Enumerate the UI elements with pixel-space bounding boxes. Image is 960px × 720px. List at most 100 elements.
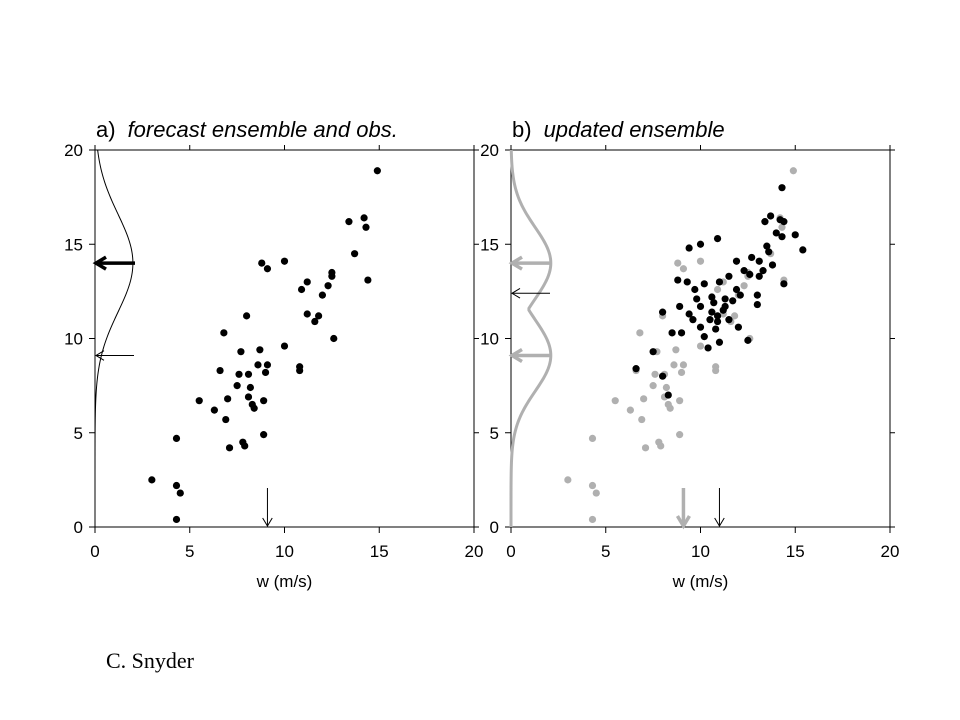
panel-b-xtick-label: 10 [691, 542, 710, 561]
panel-b-point-gray [679, 265, 688, 273]
panel-b-point-gray [638, 415, 646, 424]
panel-a-ytick-label: 0 [74, 518, 83, 537]
panel-a-point-black [210, 406, 218, 414]
panel-b-xtick-label: 15 [786, 542, 805, 561]
panel-a-point-black [263, 265, 272, 273]
panel-b-xtick-label: 5 [601, 542, 610, 561]
panel-b-point-black [765, 248, 773, 256]
panel-a-point-black [296, 363, 304, 371]
panel-b-ytick-label: 10 [480, 330, 499, 349]
panel-a-letter: a) [96, 117, 116, 142]
panel-b-point-gray [666, 404, 674, 412]
panel-b-ytick-label: 15 [480, 235, 499, 254]
panel-b-point-gray [778, 223, 786, 231]
panel-b-point-black [791, 231, 799, 239]
panel-b-point-black [696, 323, 705, 331]
panel-a-point-black [263, 361, 272, 369]
panel-b-point-gray [679, 361, 688, 369]
panel-b-xtick-label: 20 [881, 542, 900, 561]
panel-a-point-black [222, 415, 230, 424]
panel-a-point-black [172, 515, 181, 524]
panel-a: a) forecast ensemble and obs. 0 5 10 15 20 0 5 1… [64, 117, 483, 591]
panel-a-title: a) forecast ensemble and obs. [96, 117, 398, 142]
panel-a-point-black [246, 383, 254, 392]
panel-b-point-gray [712, 363, 720, 371]
panel-a-point-black [360, 214, 368, 222]
panel-b-point-black [721, 302, 729, 311]
panel-a-x-arrow-head [262, 517, 273, 527]
panel-b-point-gray [670, 361, 678, 369]
panel-a-point-black [243, 312, 251, 320]
panel-b-point-black [729, 297, 737, 305]
panel-b-point-black [696, 240, 705, 248]
panel-b-point-black [746, 270, 754, 279]
panel-b-point-black [685, 244, 693, 252]
panel-a-point-black [225, 444, 234, 452]
panel-b-point-gray [696, 257, 705, 265]
panel-a-point-black [303, 278, 311, 286]
panel-b-point-black [768, 261, 777, 269]
panel-b-point-black [734, 323, 743, 331]
panel-a-point-black [195, 397, 203, 405]
panel-a-point-black [373, 167, 381, 175]
panel-b-point-black [691, 285, 699, 294]
panel-b-point-gray [611, 397, 619, 405]
panel-b-point-black [755, 272, 763, 280]
panel-a-points [148, 167, 381, 524]
panel-b-title: b) updated ensemble [512, 117, 725, 142]
panel-a-point-black [241, 442, 249, 450]
panel-b-point-black [677, 329, 686, 337]
panel-b-point-black [740, 267, 748, 275]
panel-a-xtick-label: 5 [185, 542, 194, 561]
panel-b-title-text: updated ensemble [544, 117, 725, 142]
panel-b-xlabel: w (m/s) [672, 572, 729, 591]
panel-b-point-black [659, 372, 667, 380]
panel-b-point-black [696, 302, 705, 311]
panel-b-point-black [715, 338, 724, 346]
panel-b-point-gray [676, 397, 684, 405]
panel-b-point-black [744, 336, 752, 344]
panel-a-point-black [244, 370, 253, 378]
panel-a-point-black [330, 334, 338, 343]
panel-b: b) updated ensemble 0 5 10 15 20 0 5 10 15 20 w (m… [480, 117, 899, 591]
panel-b-point-gray [636, 329, 644, 337]
panel-a-point-black [176, 489, 184, 497]
panel-b-point-gray [740, 282, 748, 290]
panel-b-point-black [704, 344, 712, 352]
panel-a-point-black [233, 382, 241, 390]
panel-b-point-black [712, 325, 720, 333]
panel-a-point-black [254, 361, 262, 369]
panel-b-point-black [708, 308, 716, 316]
panel-b-point-black [748, 253, 756, 262]
panel-b-point-black [632, 365, 640, 373]
panel-a-point-black [303, 310, 311, 318]
panel-a-point-black [315, 312, 323, 320]
panel-b-point-black [710, 299, 718, 307]
panel-b-arrows [508, 255, 725, 530]
panel-b-point-gray [640, 395, 648, 403]
panel-b-point-black [759, 267, 767, 275]
panel-b-point-black [763, 242, 771, 250]
panel-b-point-black [780, 280, 788, 288]
panel-b-point-black [721, 295, 729, 303]
panel-b-point-black [761, 218, 769, 226]
panel-b-point-black [732, 285, 741, 294]
panel-b-xtick-label: 0 [506, 542, 515, 561]
panel-b-ytick-label: 0 [490, 518, 499, 537]
panel-a-point-black [311, 317, 319, 326]
panel-a-point-black [280, 342, 289, 350]
panel-a-plot-frame [94, 149, 475, 528]
panel-b-y-arrow-head [508, 255, 523, 271]
panel-b-point-black [799, 246, 807, 254]
panel-a-y-arrow-head [92, 255, 107, 271]
panel-b-point-black [755, 257, 763, 265]
panel-b-point-black [706, 316, 714, 324]
panel-b-point-gray [657, 442, 665, 450]
panel-a-ytick-label: 5 [74, 424, 83, 443]
panel-b-ticks: 0 5 10 15 20 0 5 10 15 20 [480, 141, 899, 561]
panel-a-point-black [260, 431, 268, 439]
panel-b-point-black [700, 280, 708, 288]
panel-b-point-black [778, 184, 786, 192]
panel-b-point-gray [588, 434, 597, 442]
panel-b-point-black [715, 278, 724, 286]
